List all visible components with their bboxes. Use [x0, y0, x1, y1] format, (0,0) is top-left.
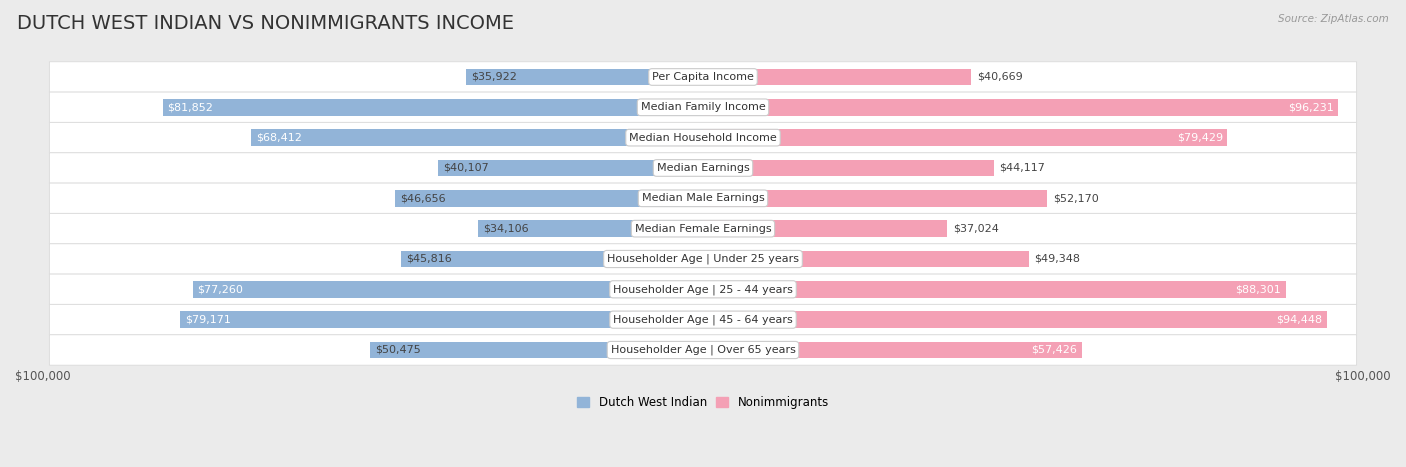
Bar	[439, 160, 703, 177]
Text: Householder Age | 25 - 44 years: Householder Age | 25 - 44 years	[613, 284, 793, 295]
Bar	[703, 220, 948, 237]
Bar	[193, 281, 703, 297]
Text: $46,656: $46,656	[401, 193, 446, 203]
Text: Householder Age | 45 - 64 years: Householder Age | 45 - 64 years	[613, 314, 793, 325]
Bar	[401, 251, 703, 267]
Text: $77,260: $77,260	[198, 284, 243, 294]
Bar	[703, 251, 1029, 267]
Text: $40,669: $40,669	[977, 72, 1022, 82]
FancyBboxPatch shape	[49, 304, 1357, 335]
FancyBboxPatch shape	[49, 92, 1357, 122]
Bar	[478, 220, 703, 237]
Text: $79,171: $79,171	[186, 315, 231, 325]
Text: $81,852: $81,852	[167, 102, 214, 112]
Text: $57,426: $57,426	[1032, 345, 1077, 355]
Bar	[703, 281, 1286, 297]
Text: $52,170: $52,170	[1053, 193, 1098, 203]
Bar	[163, 99, 703, 116]
Bar	[252, 129, 703, 146]
FancyBboxPatch shape	[49, 122, 1357, 153]
FancyBboxPatch shape	[49, 244, 1357, 274]
Bar	[465, 69, 703, 85]
FancyBboxPatch shape	[49, 183, 1357, 213]
FancyBboxPatch shape	[49, 153, 1357, 183]
Bar	[180, 311, 703, 328]
Text: $96,231: $96,231	[1288, 102, 1334, 112]
Text: Householder Age | Under 25 years: Householder Age | Under 25 years	[607, 254, 799, 264]
Bar	[395, 190, 703, 207]
Text: $37,024: $37,024	[953, 224, 998, 234]
Text: $45,816: $45,816	[406, 254, 451, 264]
Bar	[703, 129, 1227, 146]
Text: $88,301: $88,301	[1236, 284, 1281, 294]
Text: $68,412: $68,412	[256, 133, 302, 142]
Bar	[703, 311, 1326, 328]
Bar	[703, 99, 1339, 116]
Legend: Dutch West Indian, Nonimmigrants: Dutch West Indian, Nonimmigrants	[572, 391, 834, 414]
Bar	[703, 160, 994, 177]
Bar	[703, 69, 972, 85]
Text: Householder Age | Over 65 years: Householder Age | Over 65 years	[610, 345, 796, 355]
FancyBboxPatch shape	[49, 274, 1357, 304]
Text: $94,448: $94,448	[1275, 315, 1322, 325]
Bar	[703, 190, 1047, 207]
FancyBboxPatch shape	[49, 335, 1357, 365]
Text: Median Family Income: Median Family Income	[641, 102, 765, 112]
Text: $44,117: $44,117	[1000, 163, 1046, 173]
Bar	[703, 342, 1083, 358]
Text: $49,348: $49,348	[1033, 254, 1080, 264]
Bar	[370, 342, 703, 358]
Text: Per Capita Income: Per Capita Income	[652, 72, 754, 82]
Text: Median Female Earnings: Median Female Earnings	[634, 224, 772, 234]
Text: $40,107: $40,107	[443, 163, 489, 173]
Text: $50,475: $50,475	[375, 345, 420, 355]
Text: DUTCH WEST INDIAN VS NONIMMIGRANTS INCOME: DUTCH WEST INDIAN VS NONIMMIGRANTS INCOM…	[17, 14, 513, 33]
FancyBboxPatch shape	[49, 213, 1357, 244]
Text: Median Household Income: Median Household Income	[628, 133, 778, 142]
Text: Median Earnings: Median Earnings	[657, 163, 749, 173]
Text: Source: ZipAtlas.com: Source: ZipAtlas.com	[1278, 14, 1389, 24]
Text: $34,106: $34,106	[484, 224, 529, 234]
Text: $79,429: $79,429	[1177, 133, 1223, 142]
Text: $35,922: $35,922	[471, 72, 517, 82]
Text: Median Male Earnings: Median Male Earnings	[641, 193, 765, 203]
FancyBboxPatch shape	[49, 62, 1357, 92]
